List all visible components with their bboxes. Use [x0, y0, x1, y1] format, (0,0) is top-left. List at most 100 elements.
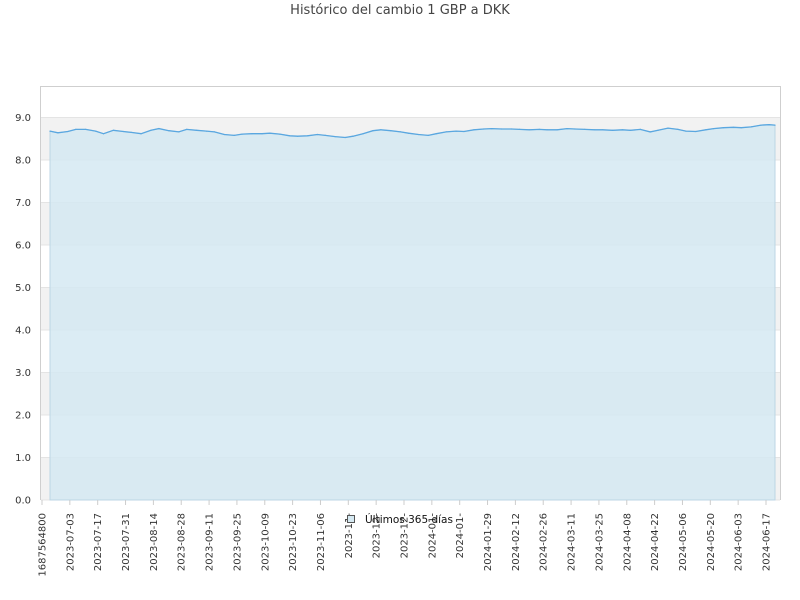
data-point [463, 130, 465, 133]
data-point [289, 135, 291, 137]
x-tick-label: 2024-01- [427, 513, 438, 559]
data-point [538, 128, 540, 130]
x-tick-label: 2023-11- [344, 513, 355, 559]
x-tick-label: 2023-08-14 [149, 513, 160, 571]
data-point [334, 136, 336, 138]
data-point [213, 131, 215, 133]
y-tick-label: 8.0 [15, 156, 31, 167]
data-point [574, 128, 576, 130]
data-point [483, 128, 485, 130]
data-point [372, 130, 374, 132]
x-tick-label: 2023-10-23 [288, 513, 299, 571]
data-point [306, 135, 309, 137]
data-point [49, 130, 51, 132]
legend-swatch[interactable] [347, 515, 355, 523]
data-point [150, 129, 152, 131]
series-line [49, 124, 776, 139]
x-axis: 1687564800 2023-07-03 2023-07-17 2023-07-31… [38, 500, 773, 577]
data-point [639, 128, 641, 130]
x-tick-label: 2024-05-06 [678, 513, 689, 571]
data-point [316, 133, 318, 136]
data-point [186, 128, 188, 130]
data-point [102, 133, 105, 135]
data-point [740, 127, 742, 129]
x-tick-label: 2023-11-06 [316, 513, 327, 571]
chart-title: Histórico del cambio 1 GBP a DKK [290, 3, 510, 18]
data-point [732, 126, 735, 128]
data-point [705, 129, 707, 131]
x-tick-label: 2023-12- [400, 513, 411, 559]
data-point [297, 135, 299, 137]
data-point [435, 133, 437, 135]
data-point [352, 135, 354, 137]
x-tick-label: 2023-07-03 [65, 513, 76, 571]
data-point [621, 129, 624, 131]
data-point [178, 131, 180, 133]
x-tick-label: 2023-10-09 [260, 513, 271, 571]
x-tick-label: 2024-02-12 [511, 513, 522, 571]
data-point [584, 128, 586, 130]
data-point [556, 129, 558, 131]
data-point [768, 124, 770, 126]
data-point [528, 129, 531, 131]
data-point [417, 133, 419, 136]
data-point [261, 133, 263, 135]
data-point [518, 128, 521, 130]
data-point [629, 129, 632, 131]
data-point [75, 128, 77, 130]
series-line-path [49, 124, 776, 139]
data-point [491, 128, 493, 130]
x-tick-label: 2024-01-29 [483, 513, 494, 571]
data-point [612, 129, 614, 131]
y-tick-label: 6.0 [15, 241, 31, 252]
x-tick-label: 2024-03-25 [594, 513, 605, 571]
data-point [677, 128, 679, 130]
data-point [407, 132, 410, 134]
data-point [722, 127, 725, 129]
data-point [85, 128, 87, 130]
series-area [49, 124, 776, 501]
data-point [774, 124, 776, 126]
x-tick-label: 2023-09-11 [205, 513, 216, 571]
x-tick-label: 2023-12- [372, 513, 383, 559]
data-point [223, 133, 225, 136]
y-tick-label: 1.0 [15, 453, 31, 464]
y-tick-label: 5.0 [15, 283, 31, 294]
data-point [667, 127, 669, 129]
data-point [760, 124, 762, 126]
legend[interactable]: Últimos 365 días [347, 513, 453, 526]
data-point [279, 133, 281, 135]
data-point [685, 130, 687, 132]
x-tick-label: 2024-06-03 [734, 513, 745, 571]
data-point [695, 130, 697, 133]
y-tick-label: 7.0 [15, 198, 31, 209]
data-point [427, 134, 429, 136]
legend-label[interactable]: Últimos 365 días [365, 513, 453, 526]
data-point [269, 132, 271, 134]
data-point [251, 133, 253, 135]
data-point [205, 130, 208, 132]
data-point [473, 129, 475, 131]
y-tick-label: 9.0 [15, 113, 31, 124]
data-point [112, 129, 114, 131]
data-point [750, 126, 752, 128]
series-area-fill [49, 124, 776, 501]
data-point [566, 128, 568, 130]
data-point [445, 131, 447, 133]
x-tick-label: 2024-06-17 [762, 513, 773, 571]
data-point [455, 130, 457, 132]
data-point [501, 128, 503, 130]
data-point [362, 133, 364, 135]
data-point [546, 129, 548, 131]
x-tick-label: 1687564800 [38, 513, 49, 577]
data-point [657, 129, 659, 131]
data-point [713, 128, 715, 130]
data-point [594, 129, 596, 131]
data-point [168, 130, 170, 132]
y-tick-label: 3.0 [15, 368, 31, 379]
data-point [67, 130, 69, 133]
data-point [196, 129, 198, 131]
data-point [140, 133, 142, 135]
data-point [390, 130, 392, 132]
